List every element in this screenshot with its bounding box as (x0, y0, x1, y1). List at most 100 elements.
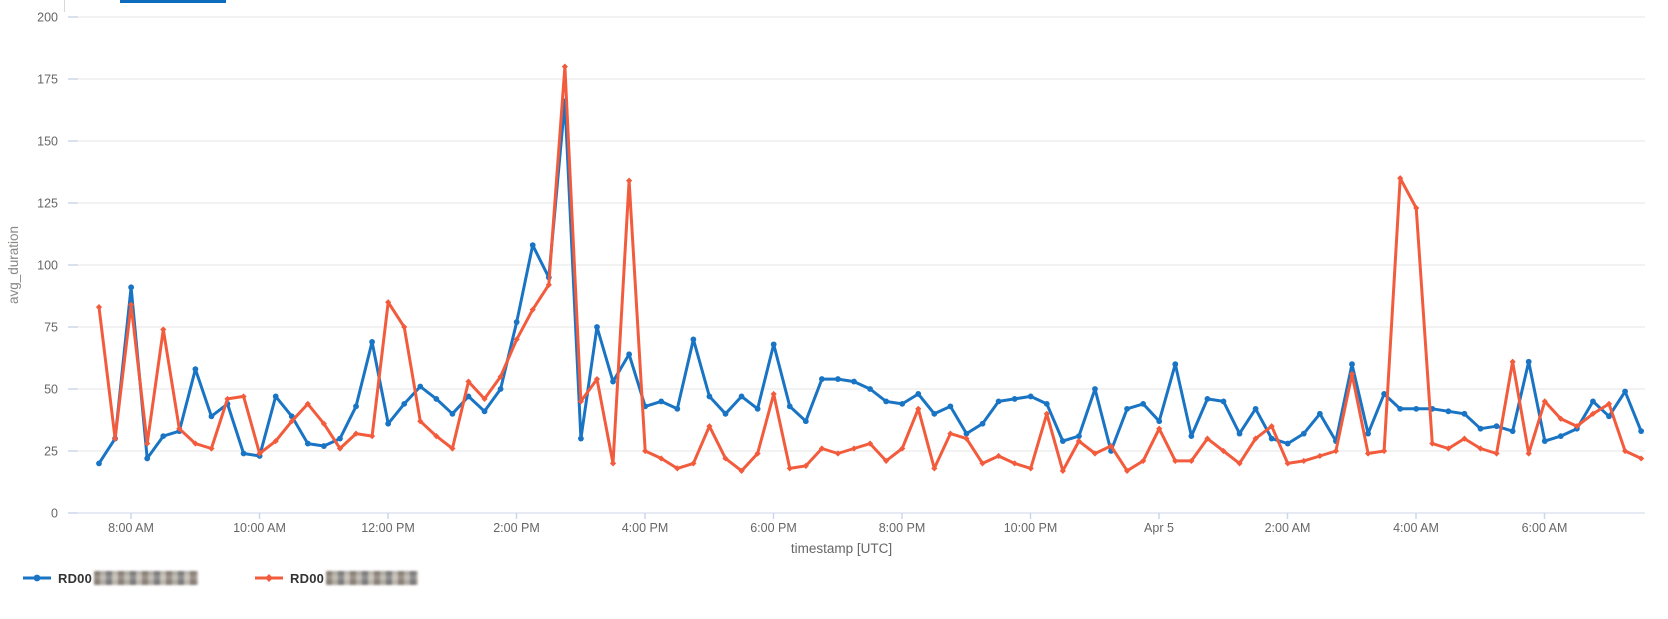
data-point[interactable] (1541, 438, 1548, 444)
data-point[interactable] (802, 462, 809, 469)
data-point[interactable] (754, 450, 761, 457)
data-point[interactable] (128, 301, 135, 308)
data-point[interactable] (1027, 393, 1034, 400)
data-point[interactable] (513, 336, 520, 343)
data-point[interactable] (754, 405, 761, 412)
data-point[interactable] (1220, 447, 1227, 455)
data-point[interactable] (1589, 410, 1597, 417)
data-point[interactable] (144, 440, 151, 447)
data-point[interactable] (1300, 430, 1307, 437)
data-point[interactable] (674, 405, 681, 412)
data-point[interactable] (1252, 435, 1259, 442)
data-point[interactable] (1493, 423, 1500, 430)
data-point[interactable] (433, 433, 440, 440)
data-point[interactable] (304, 440, 311, 447)
data-point[interactable] (96, 460, 102, 467)
data-point[interactable] (770, 390, 777, 398)
data-point[interactable] (1107, 442, 1115, 450)
data-point[interactable] (899, 445, 906, 452)
data-point[interactable] (465, 393, 472, 400)
data-point[interactable] (449, 410, 456, 417)
data-point[interactable] (1590, 398, 1596, 405)
data-point[interactable] (626, 177, 633, 184)
data-point[interactable] (1573, 423, 1580, 430)
data-point[interactable] (352, 430, 360, 437)
data-point[interactable] (1172, 457, 1179, 465)
data-point[interactable] (979, 460, 986, 467)
data-point[interactable] (1236, 430, 1243, 437)
data-point[interactable] (240, 450, 247, 457)
data-point[interactable] (513, 319, 520, 325)
data-point[interactable] (95, 304, 103, 311)
data-point[interactable] (658, 398, 665, 405)
data-point[interactable] (1348, 371, 1356, 378)
data-point[interactable] (1381, 447, 1388, 455)
data-point[interactable] (1509, 428, 1516, 435)
data-point[interactable] (1349, 361, 1355, 368)
legend-item-series-1[interactable]: RD00 (22, 570, 199, 586)
data-point[interactable] (578, 435, 584, 442)
data-point[interactable] (658, 455, 665, 462)
data-point[interactable] (369, 338, 375, 345)
data-point[interactable] (1220, 398, 1227, 405)
data-point[interactable] (1493, 450, 1500, 457)
data-point[interactable] (1011, 460, 1018, 467)
data-point[interactable] (1284, 460, 1291, 467)
data-point[interactable] (577, 398, 585, 405)
data-point[interactable] (1059, 438, 1066, 444)
data-point[interactable] (1525, 358, 1532, 365)
data-point[interactable] (240, 393, 247, 400)
data-point[interactable] (320, 443, 327, 449)
data-point[interactable] (465, 378, 472, 385)
data-point[interactable] (834, 450, 842, 457)
data-point[interactable] (915, 391, 922, 397)
data-point[interactable] (481, 395, 488, 403)
data-point[interactable] (722, 410, 729, 417)
data-point[interactable] (802, 418, 809, 425)
data-point[interactable] (481, 408, 488, 415)
data-point[interactable] (1140, 400, 1147, 407)
data-point[interactable] (160, 326, 167, 333)
data-point[interactable] (850, 445, 858, 452)
data-point[interactable] (288, 418, 295, 425)
data-point[interactable] (160, 433, 167, 440)
series-line[interactable] (97, 99, 1643, 465)
data-point[interactable] (1557, 415, 1564, 422)
data-point[interactable] (1445, 445, 1452, 452)
data-point[interactable] (176, 425, 183, 432)
data-point[interactable] (963, 435, 970, 442)
data-point[interactable] (561, 63, 568, 70)
data-point[interactable] (818, 445, 825, 452)
data-point[interactable] (304, 400, 311, 407)
legend-item-series-2[interactable]: RD00 (254, 570, 419, 586)
data-point[interactable] (192, 440, 199, 447)
data-point[interactable] (256, 450, 263, 457)
data-point[interactable] (931, 465, 938, 472)
data-point[interactable] (1172, 361, 1179, 368)
data-point[interactable] (1043, 400, 1050, 407)
data-point[interactable] (995, 398, 1002, 405)
data-point[interactable] (337, 435, 343, 442)
data-point[interactable] (1429, 440, 1436, 447)
data-point[interactable] (1188, 457, 1195, 465)
data-point[interactable] (385, 299, 392, 306)
data-point[interactable] (866, 440, 874, 447)
data-point[interactable] (883, 398, 890, 405)
data-point[interactable] (947, 430, 954, 437)
data-point[interactable] (1557, 433, 1564, 440)
data-point[interactable] (786, 465, 793, 472)
data-point[interactable] (609, 460, 617, 467)
data-point[interactable] (1509, 358, 1516, 365)
data-point[interactable] (835, 376, 841, 382)
data-point[interactable] (1188, 433, 1195, 440)
data-point[interactable] (208, 445, 215, 452)
data-point[interactable] (1525, 450, 1532, 457)
data-point[interactable] (738, 467, 745, 474)
data-point[interactable] (706, 423, 713, 430)
data-point[interactable] (449, 445, 456, 452)
data-point[interactable] (1123, 467, 1131, 474)
data-point[interactable] (722, 455, 729, 462)
data-point[interactable] (883, 457, 890, 465)
data-point[interactable] (1638, 428, 1645, 435)
data-point[interactable] (706, 393, 713, 400)
